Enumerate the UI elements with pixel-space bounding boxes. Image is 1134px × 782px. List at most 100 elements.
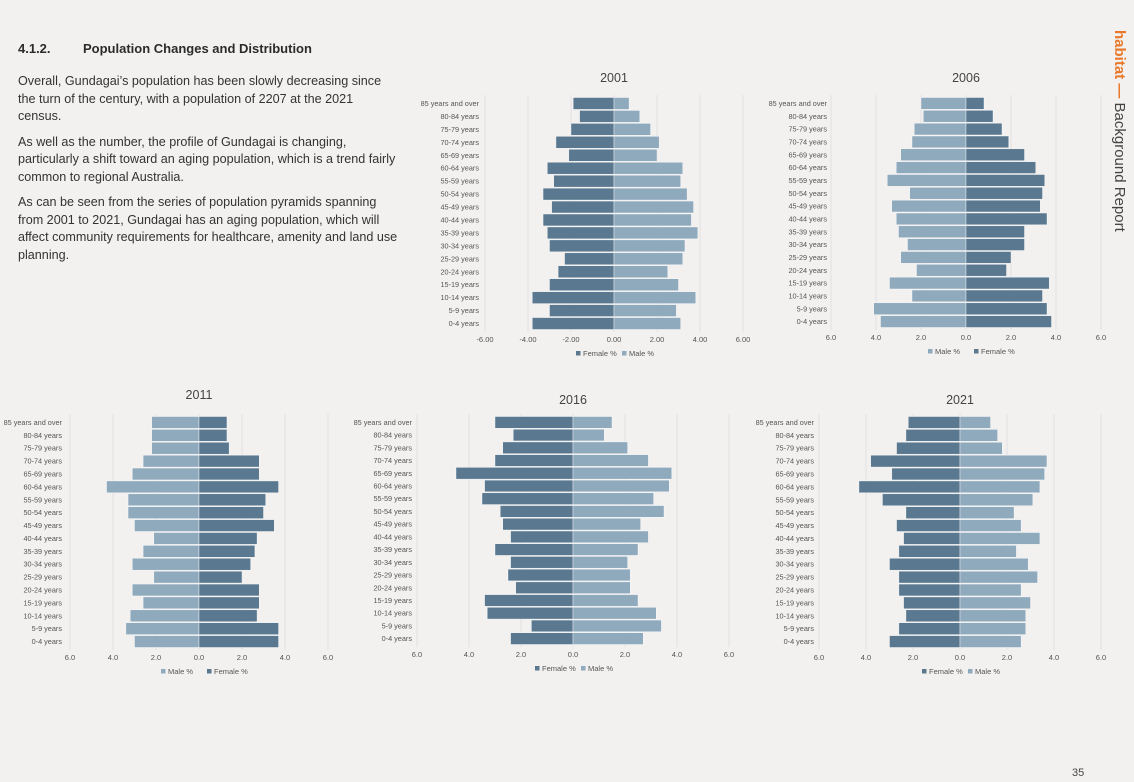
- category-label: 65-69 years: [373, 469, 412, 478]
- category-label: 80-84 years: [23, 431, 62, 440]
- bar: [903, 532, 961, 545]
- tick-label: -6.00: [476, 335, 493, 344]
- bar: [198, 622, 279, 635]
- bar: [198, 493, 266, 506]
- tick-label: 4.0: [861, 653, 871, 662]
- category-label: 65-69 years: [23, 470, 62, 479]
- bar: [198, 635, 279, 648]
- bar: [198, 570, 243, 584]
- category-label: 50-54 years: [775, 508, 814, 517]
- bar: [965, 110, 994, 123]
- bar: [132, 558, 200, 571]
- bar: [959, 635, 1022, 648]
- bar: [909, 187, 967, 200]
- legend-swatch: [581, 666, 586, 671]
- category-label: 85 years and over: [421, 99, 480, 108]
- category-label: 80-84 years: [788, 112, 827, 121]
- category-label: 10-14 years: [775, 611, 814, 620]
- category-label: 5-9 years: [32, 624, 63, 633]
- bar: [613, 239, 686, 253]
- chart-title: 2016: [559, 393, 587, 407]
- bar: [613, 149, 658, 162]
- paragraph: As can be seen from the series of popula…: [18, 195, 398, 262]
- bar: [891, 199, 967, 213]
- legend-swatch: [968, 669, 973, 674]
- category-label: 35-39 years: [775, 547, 814, 556]
- legend-swatch: [207, 669, 212, 674]
- tick-label: 2.0: [516, 650, 526, 659]
- bar: [484, 479, 574, 493]
- category-label: 40-44 years: [775, 534, 814, 543]
- legend-swatch: [974, 349, 979, 354]
- bar: [549, 304, 615, 317]
- legend-swatch: [535, 666, 540, 671]
- bar: [898, 225, 967, 238]
- category-label: 30-34 years: [440, 241, 479, 250]
- paragraph: Overall, Gundagai’s population has been …: [18, 74, 382, 123]
- category-label: 55-59 years: [775, 495, 814, 504]
- category-label: 15-19 years: [373, 596, 412, 605]
- category-label: 25-29 years: [788, 253, 827, 262]
- category-label: 15-19 years: [775, 598, 814, 607]
- bar: [965, 135, 1009, 149]
- bar: [564, 252, 615, 265]
- chart-title: 2001: [600, 71, 628, 85]
- bar: [613, 317, 681, 330]
- bar: [134, 519, 200, 532]
- bar: [572, 454, 649, 467]
- bar: [898, 622, 961, 635]
- bar: [896, 212, 967, 226]
- category-label: 55-59 years: [788, 176, 827, 185]
- bar: [510, 530, 574, 543]
- legend-label: Female %: [981, 347, 1015, 356]
- bar: [572, 492, 654, 505]
- bar: [898, 545, 961, 558]
- category-label: 70-74 years: [788, 137, 827, 146]
- bar: [553, 174, 615, 188]
- category-label: 10-14 years: [788, 291, 827, 300]
- bar: [965, 97, 985, 110]
- bar: [198, 596, 260, 610]
- legend-label: Male %: [935, 347, 960, 356]
- body-text: Overall, Gundagai’s population has been …: [18, 73, 398, 272]
- category-label: 40-44 years: [23, 534, 62, 543]
- bar: [572, 607, 657, 620]
- bar: [198, 454, 260, 468]
- bar: [151, 442, 200, 455]
- category-label: 20-24 years: [788, 266, 827, 275]
- bar: [891, 467, 961, 481]
- category-label: 70-74 years: [23, 457, 62, 466]
- category-label: 0-4 years: [32, 637, 63, 646]
- bar: [572, 530, 649, 543]
- tick-label: 2.0: [151, 653, 161, 662]
- bar: [898, 570, 961, 584]
- tick-label: 0.0: [955, 653, 965, 662]
- tick-label: 4.0: [1051, 333, 1061, 342]
- legend-swatch: [576, 351, 581, 356]
- tick-label: 6.0: [814, 653, 824, 662]
- bar: [959, 429, 998, 442]
- category-label: 25-29 years: [373, 571, 412, 580]
- category-label: 25-29 years: [440, 254, 479, 263]
- section-heading: 4.1.2. Population Changes and Distributio…: [18, 41, 312, 56]
- bar: [532, 291, 615, 304]
- bar: [502, 518, 574, 531]
- bar: [959, 519, 1022, 532]
- tick-label: 4.0: [464, 650, 474, 659]
- bar: [198, 545, 256, 558]
- category-label: 10-14 years: [23, 611, 62, 620]
- bar: [965, 212, 1048, 226]
- bar: [613, 265, 668, 278]
- tick-label: 6.0: [65, 653, 75, 662]
- tick-label: 4.0: [1049, 653, 1059, 662]
- category-label: 10-14 years: [440, 293, 479, 302]
- bar: [198, 506, 264, 519]
- bar: [502, 441, 574, 454]
- category-label: 35-39 years: [23, 547, 62, 556]
- bar: [572, 594, 639, 607]
- category-label: 0-4 years: [784, 637, 815, 646]
- bar: [920, 97, 967, 110]
- bar: [572, 581, 631, 594]
- category-label: 0-4 years: [449, 319, 480, 328]
- tick-label: 6.00: [736, 335, 751, 344]
